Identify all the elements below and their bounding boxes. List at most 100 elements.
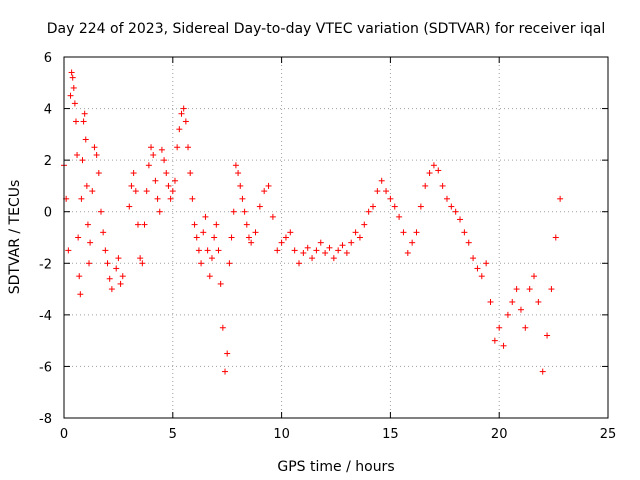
x-tick-label: 15 [382, 427, 399, 442]
data-point [68, 69, 75, 76]
data-point [171, 177, 178, 184]
data-point [81, 110, 88, 117]
data-point [148, 144, 155, 151]
data-point [83, 182, 90, 189]
data-point [348, 239, 355, 246]
data-point [145, 162, 152, 169]
data-point [361, 221, 368, 228]
data-point [156, 208, 163, 215]
x-axis-label: GPS time / hours [277, 459, 394, 475]
data-point [206, 273, 213, 280]
data-points [61, 69, 564, 375]
data-point [150, 151, 157, 158]
data-point [79, 157, 86, 164]
data-point [67, 92, 74, 99]
data-point [213, 221, 220, 228]
data-point [235, 170, 242, 177]
data-point [439, 182, 446, 189]
data-point [113, 265, 120, 272]
y-tick-label: -4 [39, 309, 52, 324]
data-point [278, 239, 285, 246]
data-point [187, 170, 194, 177]
data-point [117, 280, 124, 287]
data-point [448, 203, 455, 210]
data-point [526, 286, 533, 293]
data-point [317, 239, 324, 246]
data-point [522, 324, 529, 331]
data-point [70, 84, 77, 91]
data-point [339, 242, 346, 249]
data-point [504, 311, 511, 318]
data-point [452, 208, 459, 215]
data-point [189, 195, 196, 202]
data-point [208, 255, 215, 262]
data-point [291, 247, 298, 254]
data-point [531, 273, 538, 280]
data-point [435, 167, 442, 174]
data-point [195, 247, 202, 254]
x-tick-label: 25 [600, 427, 617, 442]
data-point [165, 182, 172, 189]
data-point [97, 208, 104, 215]
data-point [100, 229, 107, 236]
data-point [86, 260, 93, 267]
data-point [74, 151, 81, 158]
data-point [409, 239, 416, 246]
data-point [252, 229, 259, 236]
data-point [141, 221, 148, 228]
data-point [269, 213, 276, 220]
data-point [461, 229, 468, 236]
data-point [193, 234, 200, 241]
data-point [152, 177, 159, 184]
data-point [180, 105, 187, 112]
data-point [256, 203, 263, 210]
data-point [326, 244, 333, 251]
y-tick-label: 4 [44, 103, 52, 118]
data-point [282, 234, 289, 241]
y-tick-label: -6 [39, 360, 52, 375]
data-point [509, 298, 516, 305]
data-point [230, 208, 237, 215]
data-point [139, 260, 146, 267]
data-point [84, 221, 91, 228]
data-point [426, 170, 433, 177]
data-point [226, 260, 233, 267]
data-point [77, 291, 84, 298]
data-point [102, 247, 109, 254]
data-point [128, 182, 135, 189]
data-point [491, 337, 498, 344]
data-point [457, 216, 464, 223]
x-tick-label: 0 [60, 427, 68, 442]
data-point [352, 229, 359, 236]
data-point [369, 203, 376, 210]
data-point [513, 286, 520, 293]
data-point [548, 286, 555, 293]
data-point [158, 146, 165, 153]
data-point [422, 182, 429, 189]
data-point [478, 273, 485, 280]
data-point [217, 280, 224, 287]
data-point [474, 265, 481, 272]
data-point [313, 247, 320, 254]
chart-title: Day 224 of 2023, Sidereal Day-to-day VTE… [47, 21, 605, 37]
data-point [126, 203, 133, 210]
data-point [304, 244, 311, 251]
data-point [65, 247, 72, 254]
data-point [71, 100, 78, 107]
data-point [557, 195, 564, 202]
data-point [239, 195, 246, 202]
data-point [134, 221, 141, 228]
x-tick-label: 10 [273, 427, 290, 442]
y-tick-label: 6 [44, 51, 52, 66]
data-point [87, 239, 94, 246]
data-point [228, 234, 235, 241]
data-point [215, 247, 222, 254]
y-tick-label: -8 [39, 412, 52, 427]
data-point [174, 144, 181, 151]
y-axis-label: SDTVAR / TECUs [7, 180, 23, 295]
data-point [500, 342, 507, 349]
data-point [400, 229, 407, 236]
data-point [245, 234, 252, 241]
y-tick-label: 0 [44, 206, 52, 221]
